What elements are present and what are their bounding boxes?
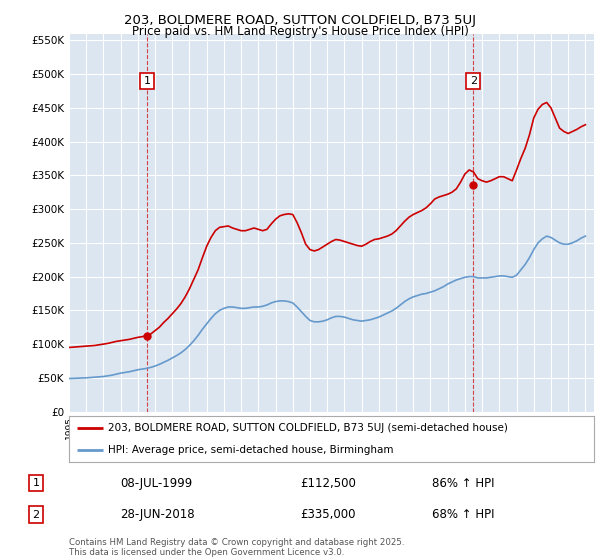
Text: 1: 1 [32, 478, 40, 488]
Text: 203, BOLDMERE ROAD, SUTTON COLDFIELD, B73 5UJ (semi-detached house): 203, BOLDMERE ROAD, SUTTON COLDFIELD, B7… [109, 423, 508, 433]
Text: 1: 1 [143, 76, 151, 86]
203, BOLDMERE ROAD, SUTTON COLDFIELD, B73 5UJ (semi-detached house) [65, 344, 73, 351]
203, BOLDMERE ROAD, SUTTON COLDFIELD, B73 5UJ (semi-detached house) [186, 286, 193, 292]
Text: 203, BOLDMERE ROAD, SUTTON COLDFIELD, B73 5UJ: 203, BOLDMERE ROAD, SUTTON COLDFIELD, B7… [124, 14, 476, 27]
HPI: Average price, semi-detached house, Birmingham: (2.02e+03, 2.54e+05): Average price, semi-detached house, Birm… [551, 237, 559, 244]
Text: HPI: Average price, semi-detached house, Birmingham: HPI: Average price, semi-detached house,… [109, 445, 394, 455]
Text: £335,000: £335,000 [300, 508, 355, 521]
203, BOLDMERE ROAD, SUTTON COLDFIELD, B73 5UJ (semi-detached house) [582, 122, 589, 128]
HPI: Average price, semi-detached house, Birmingham: (2.02e+03, 1.72e+05): Average price, semi-detached house, Birm… [414, 292, 421, 299]
203, BOLDMERE ROAD, SUTTON COLDFIELD, B73 5UJ (semi-detached house) [543, 99, 550, 106]
Text: 28-JUN-2018: 28-JUN-2018 [120, 508, 194, 521]
203, BOLDMERE ROAD, SUTTON COLDFIELD, B73 5UJ (semi-detached house) [285, 211, 292, 217]
Text: 86% ↑ HPI: 86% ↑ HPI [432, 477, 494, 489]
Line: HPI: Average price, semi-detached house, Birmingham: HPI: Average price, semi-detached house,… [69, 236, 586, 379]
Text: 68% ↑ HPI: 68% ↑ HPI [432, 508, 494, 521]
HPI: Average price, semi-detached house, Birmingham: (2.02e+03, 2.6e+05): Average price, semi-detached house, Birm… [582, 233, 589, 240]
HPI: Average price, semi-detached house, Birmingham: (2.02e+03, 2.6e+05): Average price, semi-detached house, Birm… [543, 233, 550, 240]
203, BOLDMERE ROAD, SUTTON COLDFIELD, B73 5UJ (semi-detached house) [414, 209, 421, 216]
HPI: Average price, semi-detached house, Birmingham: (2e+03, 9.8e+04): Average price, semi-detached house, Birm… [186, 342, 193, 349]
HPI: Average price, semi-detached house, Birmingham: (2e+03, 4.9e+04): Average price, semi-detached house, Birm… [65, 375, 73, 382]
HPI: Average price, semi-detached house, Birmingham: (2.01e+03, 1.63e+05): Average price, semi-detached house, Birm… [285, 298, 292, 305]
203, BOLDMERE ROAD, SUTTON COLDFIELD, B73 5UJ (semi-detached house) [388, 231, 395, 237]
HPI: Average price, semi-detached house, Birmingham: (2e+03, 5.7e+04): Average price, semi-detached house, Birm… [117, 370, 124, 376]
Line: 203, BOLDMERE ROAD, SUTTON COLDFIELD, B73 5UJ (semi-detached house): 203, BOLDMERE ROAD, SUTTON COLDFIELD, B7… [69, 102, 586, 347]
Text: 08-JUL-1999: 08-JUL-1999 [120, 477, 192, 489]
Text: £112,500: £112,500 [300, 477, 356, 489]
Text: Contains HM Land Registry data © Crown copyright and database right 2025.
This d: Contains HM Land Registry data © Crown c… [69, 538, 404, 557]
Text: Price paid vs. HM Land Registry's House Price Index (HPI): Price paid vs. HM Land Registry's House … [131, 25, 469, 38]
203, BOLDMERE ROAD, SUTTON COLDFIELD, B73 5UJ (semi-detached house) [551, 115, 559, 122]
203, BOLDMERE ROAD, SUTTON COLDFIELD, B73 5UJ (semi-detached house) [117, 337, 124, 344]
HPI: Average price, semi-detached house, Birmingham: (2.01e+03, 1.49e+05): Average price, semi-detached house, Birm… [388, 307, 395, 314]
Text: 2: 2 [470, 76, 477, 86]
Text: 2: 2 [32, 510, 40, 520]
